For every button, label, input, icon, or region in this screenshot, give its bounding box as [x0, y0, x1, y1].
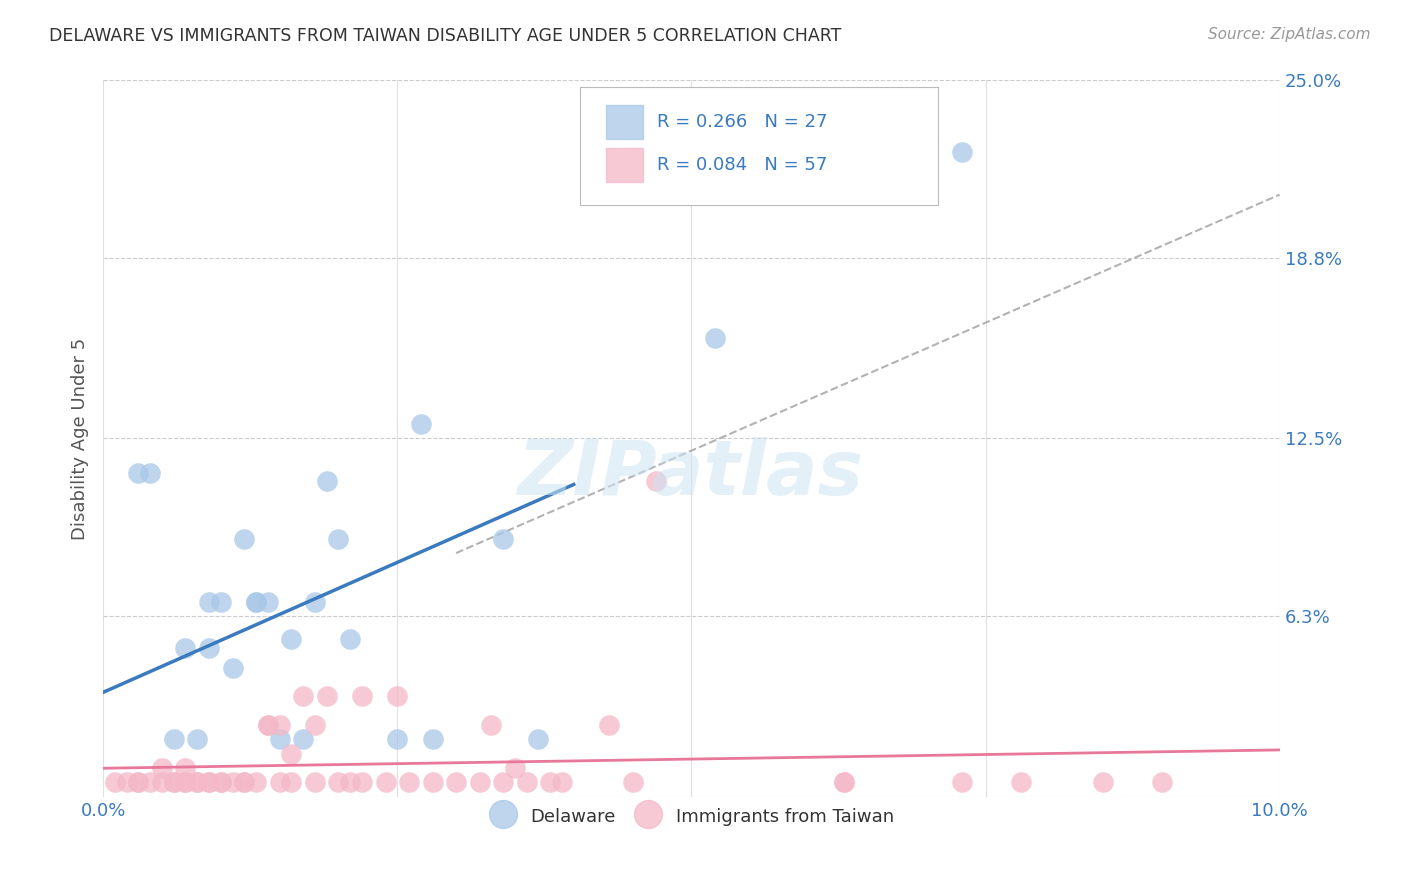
- Point: [1010, 775, 1032, 789]
- Point: [186, 775, 208, 789]
- Point: [115, 775, 138, 789]
- Point: [503, 761, 526, 775]
- Point: [104, 775, 127, 789]
- Point: [139, 775, 162, 789]
- Point: [621, 775, 644, 789]
- Point: [315, 690, 337, 704]
- Text: Source: ZipAtlas.com: Source: ZipAtlas.com: [1208, 27, 1371, 42]
- Text: ZIPatlas: ZIPatlas: [519, 437, 865, 511]
- Point: [315, 475, 337, 489]
- Point: [174, 775, 197, 789]
- Point: [527, 732, 550, 747]
- Point: [233, 775, 256, 789]
- Point: [198, 775, 221, 789]
- Point: [538, 775, 561, 789]
- Point: [1150, 775, 1173, 789]
- Point: [398, 775, 420, 789]
- Point: [257, 718, 280, 732]
- Point: [221, 661, 243, 675]
- Point: [350, 775, 373, 789]
- Point: [150, 761, 173, 775]
- Point: [304, 595, 326, 609]
- Point: [163, 775, 186, 789]
- Point: [209, 775, 232, 789]
- Point: [174, 775, 197, 789]
- Point: [409, 417, 432, 431]
- Point: [834, 775, 856, 789]
- Point: [374, 775, 396, 789]
- Point: [304, 718, 326, 732]
- Point: [1092, 775, 1115, 789]
- Point: [233, 532, 256, 546]
- Point: [950, 775, 973, 789]
- Point: [150, 775, 173, 789]
- Point: [198, 640, 221, 655]
- Point: [703, 331, 725, 345]
- Point: [292, 732, 315, 747]
- Y-axis label: Disability Age Under 5: Disability Age Under 5: [72, 337, 89, 540]
- Point: [468, 775, 491, 789]
- Point: [209, 595, 232, 609]
- Text: R = 0.266   N = 27: R = 0.266 N = 27: [657, 113, 828, 131]
- Point: [422, 775, 444, 789]
- Point: [280, 747, 302, 761]
- Point: [198, 595, 221, 609]
- Point: [186, 775, 208, 789]
- Point: [257, 718, 280, 732]
- Point: [387, 732, 409, 747]
- Point: [387, 690, 409, 704]
- Point: [163, 732, 186, 747]
- Bar: [606, 105, 643, 139]
- Point: [127, 775, 149, 789]
- Point: [245, 775, 267, 789]
- Point: [551, 775, 574, 789]
- Point: [186, 732, 208, 747]
- Point: [198, 775, 221, 789]
- Point: [328, 532, 350, 546]
- Legend: Delaware, Immigrants from Taiwan: Delaware, Immigrants from Taiwan: [482, 797, 901, 834]
- Point: [950, 145, 973, 159]
- Point: [350, 690, 373, 704]
- Point: [292, 690, 315, 704]
- FancyBboxPatch shape: [579, 87, 938, 205]
- Text: DELAWARE VS IMMIGRANTS FROM TAIWAN DISABILITY AGE UNDER 5 CORRELATION CHART: DELAWARE VS IMMIGRANTS FROM TAIWAN DISAB…: [49, 27, 842, 45]
- Point: [492, 775, 515, 789]
- Point: [233, 775, 256, 789]
- Point: [339, 775, 361, 789]
- Text: R = 0.084   N = 57: R = 0.084 N = 57: [657, 156, 828, 174]
- Point: [492, 532, 515, 546]
- Point: [834, 775, 856, 789]
- Bar: [606, 148, 643, 183]
- Point: [127, 775, 149, 789]
- Point: [598, 718, 620, 732]
- Point: [139, 466, 162, 480]
- Point: [444, 775, 467, 789]
- Point: [269, 775, 291, 789]
- Point: [257, 595, 280, 609]
- Point: [304, 775, 326, 789]
- Point: [479, 718, 502, 732]
- Point: [339, 632, 361, 646]
- Point: [245, 595, 267, 609]
- Point: [645, 475, 668, 489]
- Point: [422, 732, 444, 747]
- Point: [174, 640, 197, 655]
- Point: [280, 775, 302, 789]
- Point: [328, 775, 350, 789]
- Point: [174, 761, 197, 775]
- Point: [280, 632, 302, 646]
- Point: [245, 595, 267, 609]
- Point: [163, 775, 186, 789]
- Point: [221, 775, 243, 789]
- Point: [269, 718, 291, 732]
- Point: [269, 732, 291, 747]
- Point: [127, 466, 149, 480]
- Point: [516, 775, 538, 789]
- Point: [209, 775, 232, 789]
